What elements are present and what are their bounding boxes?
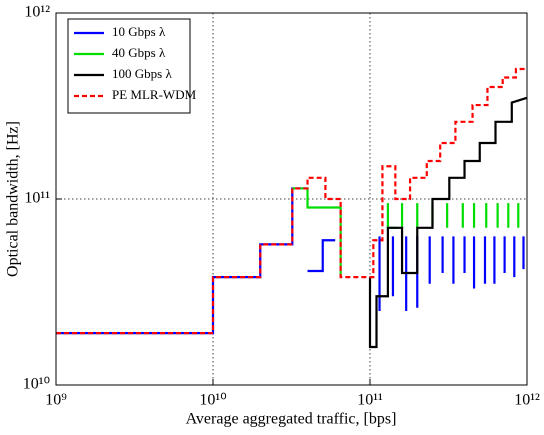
plot-frame <box>55 12 528 386</box>
x-tick-label: 10⁹ <box>45 392 67 409</box>
legend-label: PE MLR-WDM <box>112 87 197 102</box>
y-tick-label: 10¹⁰ <box>23 376 50 393</box>
x-tick-label: 10¹⁰ <box>199 392 226 409</box>
legend-box <box>67 18 191 114</box>
x-axis-label: Average aggregated traffic, [bps] <box>186 411 397 428</box>
y-axis-label: Optical bandwidth, [Hz] <box>5 121 22 277</box>
legend-label: 40 Gbps λ <box>112 45 166 60</box>
legend-label: 100 Gbps λ <box>112 66 172 81</box>
y-tick-label: 10¹² <box>24 4 50 21</box>
series-line <box>56 67 527 335</box>
x-tick-label: 10¹² <box>514 392 540 409</box>
y-tick-label: 10¹¹ <box>24 190 50 207</box>
legend-label: 10 Gbps λ <box>112 24 166 39</box>
x-tick-label: 10¹¹ <box>357 392 383 409</box>
series-line <box>368 96 528 349</box>
series-line <box>56 187 525 335</box>
